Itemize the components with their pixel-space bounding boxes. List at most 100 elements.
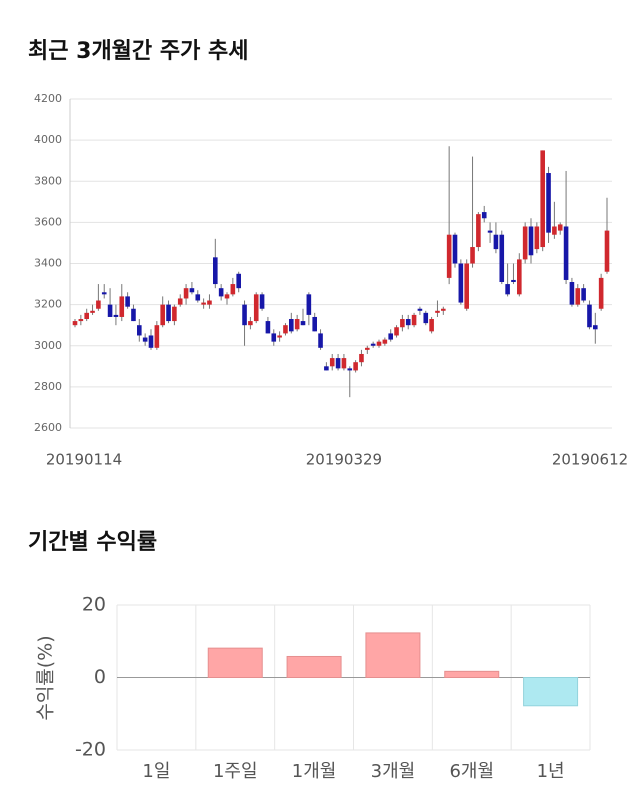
y-tick-label: 0 [94, 666, 106, 688]
bar [365, 632, 421, 678]
candle-body [365, 347, 370, 350]
candle-body [452, 234, 458, 264]
candle-body [137, 325, 142, 336]
bar [207, 647, 263, 679]
candle-body [429, 319, 434, 332]
y-tick-label: 4000 [34, 133, 62, 146]
candle-body [271, 333, 277, 342]
candle-body [405, 319, 411, 326]
candle-body [248, 321, 253, 326]
candle-body [563, 226, 569, 280]
candle-body [593, 325, 598, 330]
candle-body [166, 304, 171, 322]
candle-body [353, 362, 358, 371]
x-tick-label: 20190114 [46, 451, 122, 469]
candle-body [195, 294, 201, 301]
candle-body [78, 319, 84, 322]
candle-body [218, 288, 224, 297]
bar [286, 655, 342, 678]
candle-body [84, 312, 89, 320]
y-tick-label: 3000 [34, 339, 62, 352]
candle-body [458, 263, 464, 303]
candle-body [107, 304, 113, 317]
candle-body [441, 308, 446, 311]
candle-body [604, 230, 610, 272]
candle-body [540, 150, 545, 248]
candle-body [253, 294, 259, 322]
candle-body [470, 247, 475, 264]
y-tick-label: 3600 [34, 215, 62, 228]
candle-body [90, 310, 95, 313]
candle-body [213, 257, 218, 285]
candle-body [464, 263, 469, 309]
candle-body [101, 292, 107, 295]
candle-body [517, 259, 522, 295]
x-tick-label: 1주일 [213, 761, 258, 782]
candle-body [394, 327, 399, 336]
x-tick-label: 20190612 [552, 451, 628, 469]
candle-body [481, 212, 487, 219]
candle-body [294, 319, 300, 330]
x-tick-label: 1년 [537, 761, 565, 782]
candle-body [265, 321, 271, 334]
x-tick-label: 20190329 [306, 451, 382, 469]
candle-body [376, 341, 382, 346]
candle-body [236, 273, 241, 289]
candle-body [388, 333, 393, 340]
candle-body [207, 300, 212, 305]
y-tick-label: 3800 [34, 174, 62, 187]
candle-body [528, 226, 534, 256]
y-axis-label: 수익률(%) [35, 635, 57, 720]
candle-body [131, 308, 136, 322]
candle-body [499, 234, 505, 283]
y-tick-label: 2800 [34, 380, 62, 393]
x-tick-label: 6개월 [449, 761, 494, 782]
candle-body [534, 226, 540, 250]
chart-title: 기간별 수익률 [28, 530, 157, 555]
candle-body [224, 294, 230, 299]
candle-body [242, 304, 247, 326]
candle-body [230, 284, 236, 295]
candle-body [487, 230, 493, 233]
candle-body [148, 335, 154, 348]
candle-body [435, 310, 440, 313]
candle-body [505, 284, 510, 295]
candle-body [289, 319, 294, 332]
candle-body [359, 353, 364, 363]
candle-body [400, 319, 405, 328]
candle-body [189, 288, 195, 293]
candle-body [347, 368, 353, 371]
candle-body [201, 302, 206, 305]
y-tick-label: 2600 [34, 421, 62, 434]
candle-body [142, 337, 148, 342]
candle-body [341, 358, 347, 369]
y-tick-label: 20 [82, 594, 106, 616]
candle-body [259, 294, 265, 309]
candle-body [569, 282, 575, 305]
x-tick-label: 1일 [142, 761, 170, 782]
candle-body [581, 288, 586, 301]
candle-body [382, 339, 388, 344]
candle-body [154, 325, 160, 348]
candle-body [96, 300, 101, 309]
candle-body [335, 358, 341, 369]
candle-body [172, 306, 177, 322]
candle-body [476, 214, 481, 248]
bar [444, 670, 500, 679]
candle-body [113, 314, 119, 317]
candle-body [125, 296, 130, 307]
candle-body [119, 296, 125, 317]
candle-body [318, 333, 323, 348]
candle-body [183, 288, 189, 299]
candle-body [277, 335, 282, 338]
candle-body [370, 343, 376, 346]
chart-title: 최근 3개월간 주가 추세 [28, 39, 248, 64]
candle-body [177, 298, 183, 305]
y-tick-label: 3400 [34, 257, 62, 270]
bar [523, 677, 579, 707]
candle-body [72, 321, 78, 326]
candle-body [329, 358, 335, 367]
candle-body [552, 226, 557, 235]
x-tick-label: 1개월 [292, 761, 337, 782]
